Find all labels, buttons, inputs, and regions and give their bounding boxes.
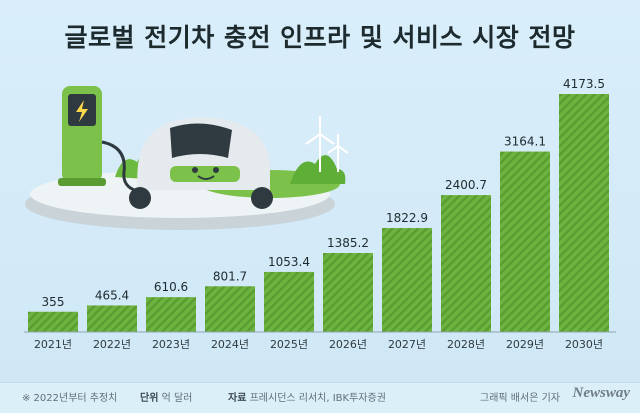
bar-2028년 xyxy=(441,195,491,332)
value-label: 1822.9 xyxy=(386,211,428,225)
bar-2026년 xyxy=(323,253,373,332)
unit-value: 억 달러 xyxy=(161,393,193,404)
ev-charging-illustration xyxy=(25,86,349,230)
footer: ※ 2022년부터 추정치 단위 억 달러 자료 프레시던스 리서치, IBK투… xyxy=(0,382,640,413)
value-label: 1053.4 xyxy=(268,255,310,269)
bar-2023년 xyxy=(146,297,196,332)
bar-2024년 xyxy=(205,286,255,332)
category-label: 2023년 xyxy=(152,338,190,351)
value-label: 610.6 xyxy=(154,280,188,294)
bush-icon xyxy=(290,155,346,184)
bar-2022년 xyxy=(87,305,137,332)
category-label: 2028년 xyxy=(447,338,485,351)
value-label: 355 xyxy=(42,295,65,309)
charging-station-icon xyxy=(58,86,145,194)
wind-turbine-icon xyxy=(305,116,335,172)
bar-2030년 xyxy=(559,94,609,332)
value-label: 2400.7 xyxy=(445,178,487,192)
category-label: 2027년 xyxy=(388,338,426,351)
labels-group: 355 2021년 465.4 2022년 610.6 2023년 801.7 2024년 10… xyxy=(34,77,605,351)
source-value: 프레시던스 리서치, IBK투자증권 xyxy=(249,393,386,404)
category-label: 2022년 xyxy=(93,338,131,351)
wind-turbine-icon xyxy=(327,134,349,172)
value-label: 3164.1 xyxy=(504,135,546,149)
unit-label: 단위 xyxy=(140,393,159,404)
bars-group xyxy=(28,94,609,332)
value-label: 801.7 xyxy=(213,269,247,283)
brand-logo: Newsway xyxy=(572,385,631,401)
bar-2025년 xyxy=(264,271,314,332)
source-note: 자료 프레시던스 리서치, IBK투자증권 xyxy=(228,389,386,404)
category-label: 2021년 xyxy=(34,338,72,351)
bar-2029년 xyxy=(500,151,550,332)
source-label: 자료 xyxy=(228,393,247,404)
value-label: 1385.2 xyxy=(327,236,369,250)
chart-title: 글로벌 전기차 충전 인프라 및 서비스 시장 전망 xyxy=(64,23,576,52)
bar-2027년 xyxy=(382,228,432,332)
graphic-credit: 그래픽 배서은 기자 xyxy=(480,393,560,404)
value-label: 465.4 xyxy=(95,288,129,302)
unit-note: 단위 억 달러 xyxy=(140,389,192,404)
category-label: 2024년 xyxy=(211,338,249,351)
category-label: 2026년 xyxy=(329,338,367,351)
category-label: 2025년 xyxy=(270,338,308,351)
electric-car-icon xyxy=(129,117,273,209)
bar-2021년 xyxy=(28,311,78,332)
value-label: 4173.5 xyxy=(563,77,605,91)
estimate-note: ※ 2022년부터 추정치 xyxy=(22,393,118,404)
category-label: 2030년 xyxy=(565,338,603,351)
category-label: 2029년 xyxy=(506,338,544,351)
